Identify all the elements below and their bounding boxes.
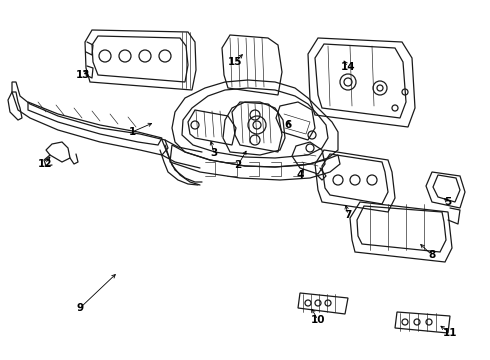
Text: 1: 1 (128, 127, 136, 137)
Text: 6: 6 (284, 120, 292, 130)
Text: 5: 5 (444, 197, 452, 207)
Text: 13: 13 (76, 70, 90, 80)
Text: 14: 14 (341, 62, 355, 72)
Text: 9: 9 (76, 303, 84, 313)
Text: 15: 15 (228, 57, 242, 67)
Text: 2: 2 (234, 160, 242, 170)
Text: 8: 8 (428, 250, 436, 260)
Text: 7: 7 (344, 210, 352, 220)
Text: 4: 4 (296, 170, 304, 180)
Text: 11: 11 (443, 328, 457, 338)
Text: 10: 10 (311, 315, 325, 325)
Text: 12: 12 (38, 159, 52, 169)
Text: 3: 3 (210, 148, 218, 158)
